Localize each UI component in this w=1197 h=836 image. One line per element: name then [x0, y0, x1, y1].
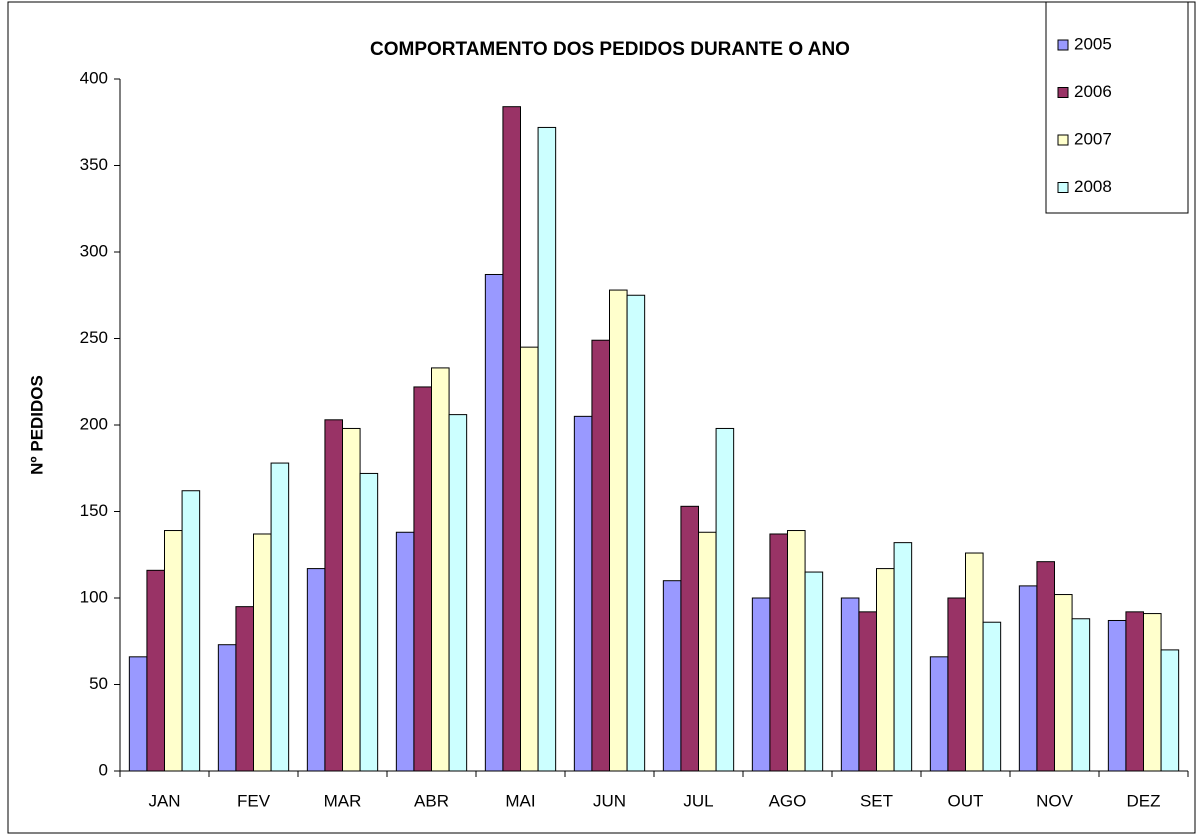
y-axis-label: Nº PEDIDOS: [27, 375, 46, 475]
y-tick-label: 200: [80, 414, 108, 433]
x-tick-label: AGO: [769, 791, 807, 810]
x-tick-label: JUN: [593, 791, 626, 810]
legend-label: 2007: [1074, 129, 1112, 148]
legend-swatch: [1057, 87, 1069, 98]
x-tick-label: MAI: [505, 791, 535, 810]
bar: [1160, 649, 1180, 772]
bar: [395, 531, 415, 772]
bar: [609, 289, 628, 772]
bar: [306, 568, 326, 772]
bar: [502, 106, 521, 772]
y-tick-label: 100: [80, 587, 108, 606]
bar: [769, 533, 788, 772]
bar: [1125, 611, 1144, 772]
x-tick-label: OUT: [948, 791, 984, 810]
y-tick-label: 150: [80, 501, 108, 520]
bar: [662, 580, 682, 772]
bar: [520, 346, 539, 772]
bar: [181, 490, 201, 772]
bar: [1143, 613, 1162, 772]
x-tick-label: FEV: [237, 791, 271, 810]
x-tick-label: DEZ: [1127, 791, 1161, 810]
bar: [947, 597, 966, 772]
x-tick-label: NOV: [1036, 791, 1074, 810]
legend-box: [1045, 1, 1189, 214]
bar: [235, 606, 254, 772]
bar: [1054, 594, 1073, 772]
bar: [858, 611, 877, 772]
bar: [1107, 619, 1127, 772]
bar: [253, 533, 272, 772]
bar: [715, 427, 735, 772]
bar: [359, 472, 379, 772]
legend-label: 2006: [1074, 82, 1112, 101]
bar: [164, 530, 183, 772]
y-tick-label: 300: [80, 241, 108, 260]
bar: [1036, 561, 1055, 772]
x-tick-label: SET: [860, 791, 893, 810]
chart-title: COMPORTAMENTO DOS PEDIDOS DURANTE O ANO: [370, 39, 850, 60]
bar: [146, 569, 165, 772]
bar: [270, 462, 290, 772]
bar: [342, 427, 361, 772]
bar: [787, 530, 806, 772]
bar: [537, 126, 557, 772]
x-tick-label: MAR: [324, 791, 362, 810]
y-tick-label: 250: [80, 328, 108, 347]
bar: [680, 505, 699, 772]
bar: [626, 294, 646, 772]
bar: [128, 656, 148, 772]
bar: [217, 644, 237, 772]
bar: [751, 597, 771, 772]
bar: [876, 568, 895, 772]
bar: [1018, 585, 1038, 772]
legend-swatch: [1057, 134, 1069, 146]
y-tick-label: 400: [80, 68, 108, 87]
legend-swatch: [1057, 39, 1069, 51]
bar: [573, 415, 593, 772]
bar: [893, 542, 913, 772]
bar: [804, 571, 824, 772]
legend-swatch: [1057, 182, 1069, 193]
legend-label: 2005: [1074, 34, 1112, 53]
y-tick-label: 50: [89, 674, 108, 693]
y-tick-label: 350: [80, 155, 108, 174]
legend-label: 2008: [1074, 177, 1112, 196]
y-tick-label: 0: [99, 760, 108, 779]
bar: [698, 531, 717, 772]
bar: [929, 656, 949, 772]
x-tick-label: JUL: [683, 791, 713, 810]
x-tick-label: JAN: [148, 791, 180, 810]
bar: [324, 419, 343, 772]
bar: [591, 339, 610, 772]
bar: [840, 597, 860, 772]
bar: [965, 552, 984, 772]
bar: [1071, 618, 1091, 772]
x-tick-label: ABR: [414, 791, 449, 810]
bar: [982, 621, 1002, 772]
bar: [431, 367, 450, 772]
bar: [448, 414, 468, 772]
bar: [484, 273, 504, 772]
bar: [413, 386, 432, 772]
